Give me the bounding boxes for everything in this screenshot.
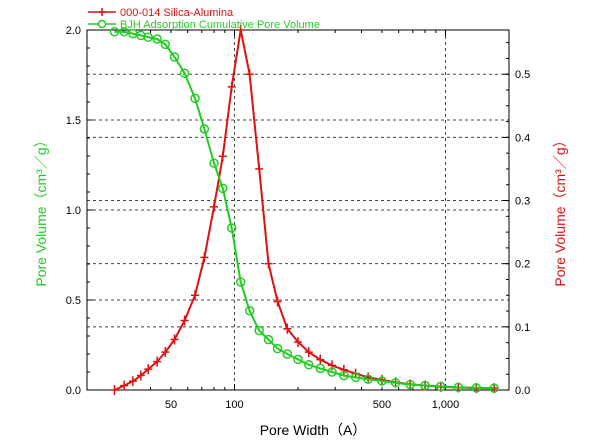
left-y-tick-label: 1.5: [66, 115, 81, 127]
data-point-silica-alumina: [144, 364, 153, 375]
legend-item-bjh-adsorption: BJH Adsorption Cumulative Pore Volume: [88, 19, 320, 31]
data-point-bjh-adsorption: [350, 372, 361, 383]
data-point-bjh-adsorption: [160, 39, 171, 50]
data-point-bjh-adsorption: [390, 378, 401, 388]
data-point-bjh-adsorption: [226, 223, 237, 233]
data-point-silica-alumina: [236, 25, 245, 35]
legend-label-silica-alumina: 000-014 Silica-Alumina: [120, 7, 234, 19]
legend-item-silica-alumina: 000-014 Silica-Alumina: [88, 7, 234, 19]
left-y-tick-label: 2.0: [66, 25, 81, 37]
data-point-bjh-adsorption: [263, 334, 274, 345]
data-point-silica-alumina: [153, 356, 162, 367]
data-point-bjh-adsorption: [199, 124, 210, 134]
left-y-tick-label: 0.0: [66, 385, 81, 397]
data-point-silica-alumina: [364, 372, 373, 383]
left-y-tick-label: 0.5: [66, 295, 81, 307]
data-point-silica-alumina: [210, 201, 219, 212]
data-point-silica-alumina: [110, 385, 119, 395]
right-y-tick-label: 0.2: [515, 259, 530, 271]
data-point-bjh-adsorption: [152, 34, 162, 44]
legend-label-bjh-adsorption: BJH Adsorption Cumulative Pore Volume: [120, 19, 320, 31]
data-point-bjh-adsorption: [272, 343, 283, 354]
data-point-bjh-adsorption: [218, 183, 228, 194]
right-y-tick-label: 0.0: [515, 385, 530, 397]
data-point-bjh-adsorption: [453, 382, 464, 393]
data-point-bjh-adsorption: [471, 383, 482, 393]
data-point-bjh-adsorption: [143, 32, 153, 42]
data-point-silica-alumina: [180, 315, 189, 326]
data-point-silica-alumina: [191, 290, 200, 301]
data-point-bjh-adsorption: [377, 376, 387, 386]
right-y-tick-label: 0.3: [515, 196, 530, 208]
data-point-bjh-adsorption: [179, 68, 190, 78]
x-tick-label: 100: [225, 399, 243, 411]
data-point-bjh-adsorption: [282, 349, 293, 359]
data-point-bjh-adsorption: [315, 363, 326, 374]
data-point-bjh-adsorption: [489, 383, 499, 393]
data-point-bjh-adsorption: [363, 374, 373, 384]
right-y-tick-label: 0.4: [515, 132, 530, 144]
data-point-silica-alumina: [339, 364, 348, 375]
data-point-silica-alumina: [128, 376, 137, 387]
data-point-silica-alumina: [283, 323, 292, 334]
data-point-bjh-adsorption: [119, 27, 129, 37]
data-point-bjh-adsorption: [244, 306, 255, 316]
data-point-bjh-adsorption: [405, 379, 415, 390]
data-point-bjh-adsorption: [209, 158, 219, 168]
data-point-silica-alumina: [161, 347, 170, 358]
data-point-bjh-adsorption: [293, 354, 303, 365]
data-point-silica-alumina: [245, 69, 254, 80]
right-y-axis-title: Pore Volume（cm³／g）: [552, 133, 568, 286]
data-point-silica-alumina: [255, 163, 264, 174]
data-point-bjh-adsorption: [339, 370, 349, 381]
x-axis-ticks: 50 100 500 1,000: [86, 30, 510, 411]
data-point-bjh-adsorption: [169, 52, 180, 62]
x-tick-label: 50: [165, 399, 177, 411]
left-y-axis-ticks: 0.0 0.5 1.0 1.5 2.0: [66, 25, 93, 397]
data-point-silica-alumina: [227, 81, 236, 92]
data-point-silica-alumina: [120, 380, 129, 391]
left-y-tick-label: 1.0: [66, 205, 81, 217]
data-point-bjh-adsorption: [304, 360, 314, 370]
data-point-silica-alumina: [136, 370, 145, 381]
data-point-silica-alumina: [294, 337, 302, 347]
x-axis-title: Pore Width（A）: [260, 422, 367, 438]
data-point-bjh-adsorption: [235, 277, 246, 287]
grid-lines: [87, 30, 509, 390]
right-y-axis-ticks: 0.0 0.1 0.2 0.3 0.4 0.5: [503, 42, 530, 397]
series-layer: [109, 25, 499, 395]
data-point-silica-alumina: [218, 151, 227, 162]
x-tick-label: 1,000: [432, 399, 460, 411]
data-point-silica-alumina: [316, 354, 325, 365]
data-point-bjh-adsorption: [254, 325, 264, 336]
data-point-bjh-adsorption: [327, 367, 337, 377]
data-point-silica-alumina: [200, 252, 209, 263]
legend: 000-014 Silica-Alumina BJH Adsorption Cu…: [88, 7, 320, 31]
x-tick-label: 500: [373, 399, 391, 411]
data-point-silica-alumina: [304, 347, 313, 358]
data-point-bjh-adsorption: [190, 93, 200, 104]
data-point-bjh-adsorption: [436, 381, 446, 392]
data-point-bjh-adsorption: [420, 380, 430, 391]
data-point-silica-alumina: [264, 258, 273, 269]
right-y-tick-label: 0.1: [515, 322, 530, 334]
data-point-silica-alumina: [170, 334, 179, 345]
data-point-silica-alumina: [273, 296, 282, 307]
series-line-bjh-adsorption: [114, 30, 495, 390]
left-y-axis-title: Pore Volume（cm³／g）: [33, 133, 49, 286]
right-y-tick-label: 0.5: [515, 69, 530, 81]
data-point-bjh-adsorption: [109, 27, 120, 37]
